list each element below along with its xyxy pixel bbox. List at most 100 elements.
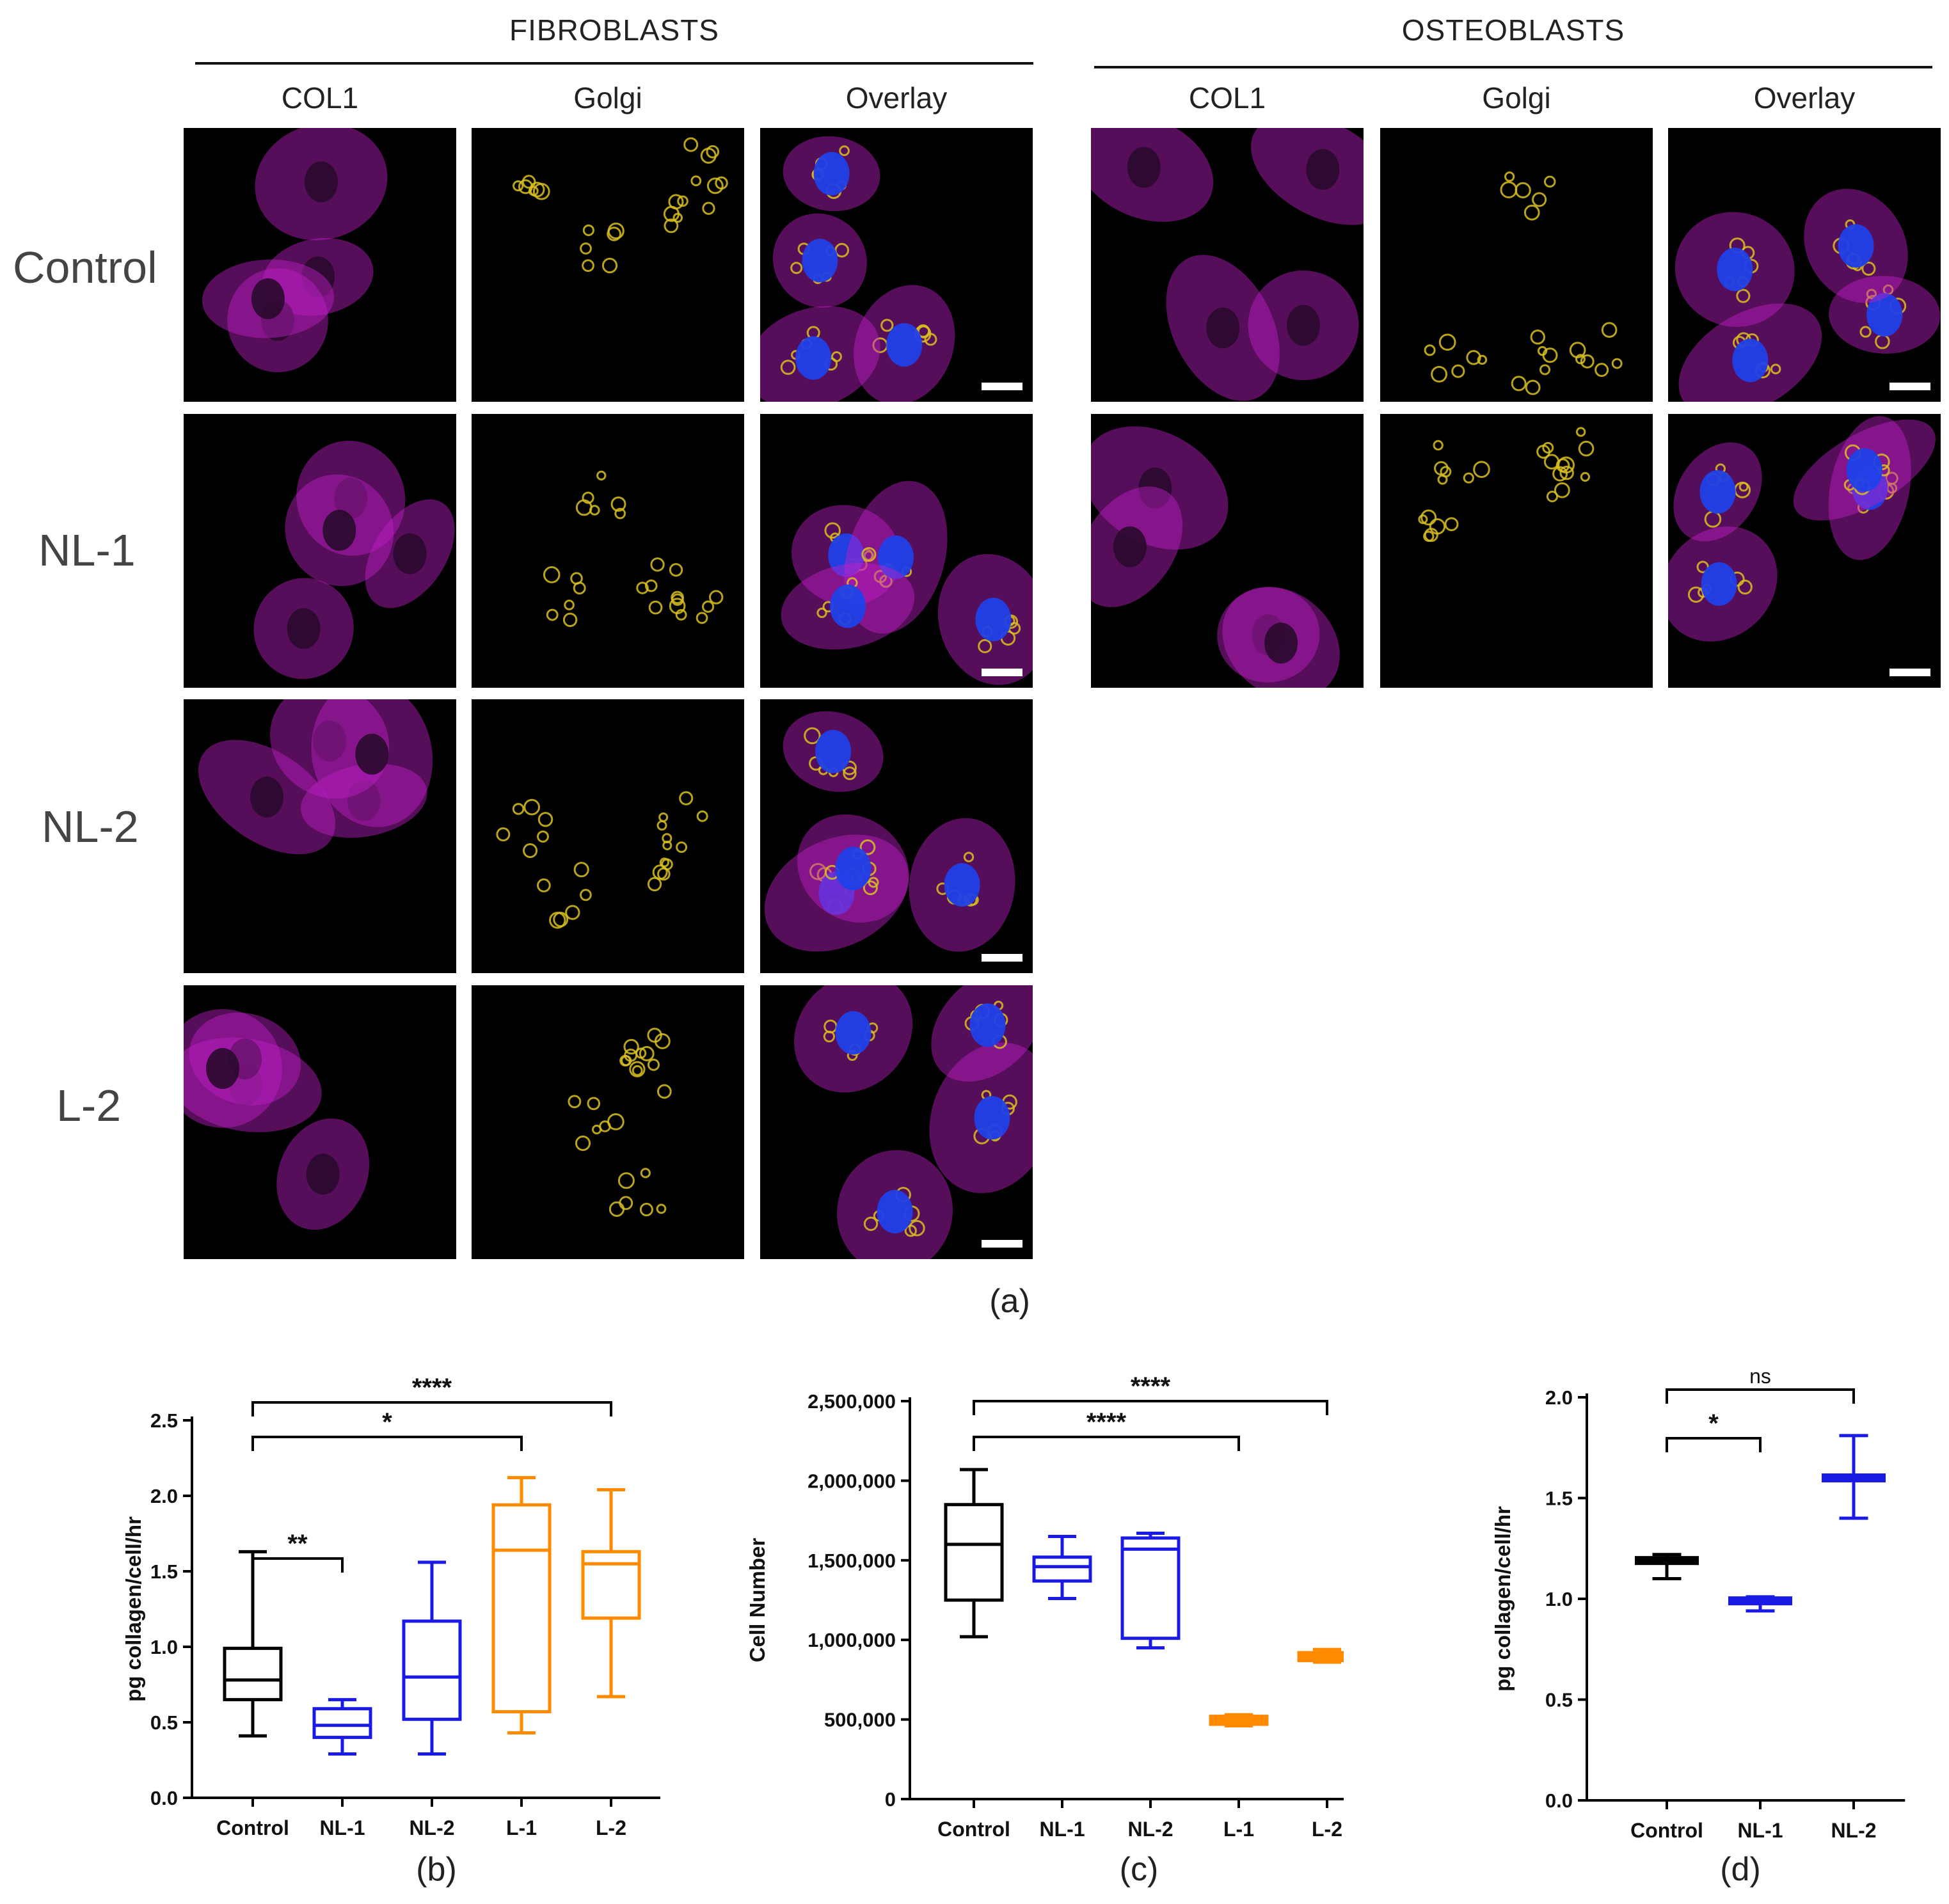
y-tick-label: 2,000,000 <box>807 1470 896 1492</box>
significance-bracket: * <box>1666 1409 1762 1452</box>
y-tick-label: 2,500,000 <box>807 1390 896 1413</box>
x-tick-label: L-2 <box>596 1816 626 1839</box>
fibroblast-golgi-image-row1 <box>472 128 744 402</box>
x-tick-label: NL-2 <box>1127 1818 1173 1841</box>
fibroblast-col1-image-row3 <box>184 699 456 973</box>
fibroblast-col1-image-row4 <box>184 985 456 1259</box>
osteo-overlay-title: Overlay <box>1753 81 1856 115</box>
y-tick-label: 500,000 <box>824 1709 896 1731</box>
significance-label: **** <box>1131 1372 1171 1400</box>
y-tick-label: 2.0 <box>150 1485 178 1507</box>
x-tick-label: L-1 <box>506 1816 537 1839</box>
significance-bracket: * <box>251 1408 523 1451</box>
fibroblast-overlay-image-row3 <box>760 699 1033 973</box>
iqr-box <box>1032 1555 1092 1583</box>
row-label-nl-1: NL-1 <box>38 525 136 575</box>
box-l-2 <box>1297 1647 1344 1664</box>
significance-label: **** <box>1086 1408 1127 1436</box>
range-nl-1 <box>1728 1595 1792 1613</box>
significance-bracket: **** <box>251 1374 612 1416</box>
x-tick-label: Control <box>937 1818 1010 1841</box>
y-tick-label: 2.5 <box>150 1409 178 1432</box>
y-tick-label: 1.0 <box>1545 1588 1573 1610</box>
mean-bar <box>1822 1473 1886 1482</box>
x-tick-label: Control <box>1630 1819 1703 1842</box>
y-axis-label: pg collagen/cell/hr <box>122 1516 145 1702</box>
osteoblast-golgi-image-row1 <box>1380 128 1653 402</box>
x-tick-label: NL-2 <box>1831 1819 1876 1842</box>
fibro-col1-title: COL1 <box>281 81 359 115</box>
osteoblast-overlay-image-row1 <box>1668 128 1941 402</box>
fibro-overlay-title: Overlay <box>845 81 948 115</box>
box-l-2 <box>581 1488 641 1699</box>
box-l-1 <box>1209 1713 1269 1728</box>
iqr-box <box>581 1550 641 1620</box>
significance-label: ** <box>287 1530 308 1558</box>
box-control <box>944 1468 1004 1638</box>
y-tick-label: 0.5 <box>1545 1689 1573 1711</box>
iqr-box <box>402 1619 462 1721</box>
box-nl-1 <box>1032 1534 1092 1601</box>
significance-label: * <box>1708 1409 1719 1438</box>
fibroblast-col1-image-row1 <box>184 128 456 402</box>
fibroblast-overlay-image-row2 <box>760 414 1033 688</box>
fibroblast-overlay-image-row4 <box>760 985 1033 1259</box>
caption-b: (b) <box>416 1851 457 1888</box>
iqr-box <box>491 1503 552 1713</box>
mean-bar <box>1728 1596 1792 1606</box>
osteoblast-col1-image-row1 <box>1091 128 1364 402</box>
y-tick-label: 0.0 <box>150 1787 178 1809</box>
x-tick-label: Control <box>216 1816 289 1839</box>
x-tick-label: L-2 <box>1312 1818 1342 1841</box>
x-tick-label: NL-1 <box>1039 1818 1085 1841</box>
significance-label: **** <box>412 1374 452 1402</box>
y-tick-label: 1.5 <box>1545 1488 1573 1510</box>
significance-bracket: **** <box>973 1372 1328 1415</box>
osteoblasts-rule <box>1094 66 1932 68</box>
chart-b-collagen-box: 0.0 0.5 1.0 1.5 2.0 2.5 pg collagen/cell/hr Con… <box>122 1374 660 1839</box>
box-nl-2 <box>402 1560 462 1756</box>
chart-c-cell-number-box: 0 500,000 1,000,000 1,500,000 2,000,000 2,500… <box>745 1372 1344 1841</box>
y-tick-label: 1.0 <box>150 1636 178 1658</box>
range-nl-2 <box>1822 1434 1886 1520</box>
fibroblast-golgi-image-row4 <box>472 985 744 1259</box>
chart-d-collagen-osteo: 0.0 0.5 1.0 1.5 2.0 pg collagen/cell/hr Contro… <box>1491 1365 1905 1842</box>
y-tick-label: 0.0 <box>1545 1789 1573 1812</box>
fibroblasts-title: FIBROBLASTS <box>509 13 719 47</box>
x-tick-label: NL-1 <box>319 1816 365 1839</box>
y-axis-label: pg collagen/cell/hr <box>1491 1506 1515 1692</box>
significance-bracket: ns <box>1666 1365 1855 1404</box>
osteo-col1-title: COL1 <box>1188 81 1266 115</box>
significance-label: * <box>382 1408 392 1436</box>
x-tick-label: NL-1 <box>1737 1819 1783 1842</box>
fibro-golgi-title: Golgi <box>573 81 642 115</box>
fibroblast-overlay-image-row1 <box>760 128 1033 402</box>
fibroblast-golgi-image-row2 <box>472 414 744 688</box>
iqr-box <box>223 1646 283 1702</box>
caption-d: (d) <box>1720 1851 1761 1888</box>
y-tick-label: 1.5 <box>150 1560 178 1583</box>
significance-label: ns <box>1749 1365 1771 1388</box>
iqr-box <box>1120 1536 1181 1640</box>
box-nl-1 <box>312 1698 372 1756</box>
y-tick-label: 0 <box>885 1788 896 1811</box>
y-tick-label: 2.0 <box>1545 1386 1573 1409</box>
iqr-box <box>944 1503 1004 1602</box>
osteoblast-col1-image-row2 <box>1091 414 1364 688</box>
scale-bar <box>982 1240 1022 1248</box>
caption-a: (a) <box>989 1283 1030 1320</box>
mean-bar <box>1635 1556 1699 1566</box>
box-nl-2 <box>1120 1532 1181 1650</box>
fibroblast-golgi-image-row3 <box>472 699 744 973</box>
scale-bar <box>982 954 1022 962</box>
x-tick-label: NL-2 <box>409 1816 454 1839</box>
row-label-nl-2: NL-2 <box>42 802 139 852</box>
osteoblasts-title: OSTEOBLASTS <box>1401 13 1625 47</box>
row-label-l-2: L-2 <box>56 1081 122 1130</box>
scale-bar <box>1889 669 1930 676</box>
scale-bar <box>982 383 1022 390</box>
scale-bar <box>1889 383 1930 390</box>
box-control <box>223 1550 283 1738</box>
osteo-golgi-title: Golgi <box>1482 81 1551 115</box>
row-label-control: Control <box>13 242 157 292</box>
